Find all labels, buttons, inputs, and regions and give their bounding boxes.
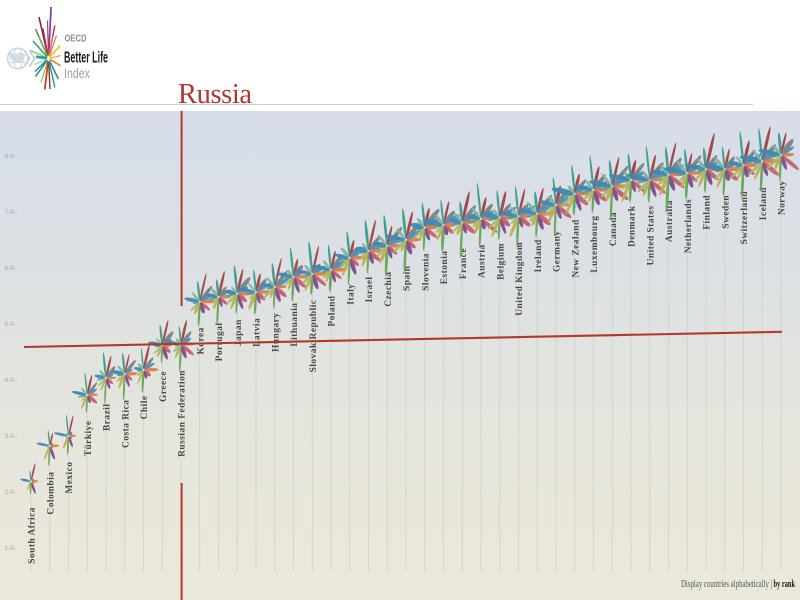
svg-text:Poland: Poland bbox=[328, 295, 338, 326]
svg-text:Belgium: Belgium bbox=[496, 243, 506, 280]
svg-text:Chile: Chile bbox=[140, 396, 150, 420]
svg-text:Denmark: Denmark bbox=[628, 205, 638, 247]
svg-text:5.0–: 5.0– bbox=[5, 321, 18, 328]
svg-text:Luxembourg: Luxembourg bbox=[590, 216, 600, 273]
svg-text:Latvia: Latvia bbox=[253, 318, 263, 347]
svg-text:Japan: Japan bbox=[234, 319, 244, 346]
svg-text:Norway: Norway bbox=[778, 180, 788, 215]
svg-text:France: France bbox=[459, 248, 469, 279]
svg-text:2.0–: 2.0– bbox=[5, 489, 18, 496]
svg-text:Spain: Spain bbox=[403, 265, 413, 291]
svg-text:Ireland: Ireland bbox=[534, 239, 544, 272]
svg-text:Austria: Austria bbox=[478, 244, 488, 278]
svg-text:United States: United States bbox=[646, 206, 656, 266]
svg-text:Italy: Italy bbox=[346, 284, 356, 305]
svg-text:Slovenia: Slovenia bbox=[421, 253, 431, 291]
svg-text:Australia: Australia bbox=[665, 200, 675, 242]
svg-text:Iceland: Iceland bbox=[759, 187, 769, 220]
svg-text:Korea: Korea bbox=[196, 327, 206, 354]
svg-text:Switzerland: Switzerland bbox=[740, 191, 750, 245]
svg-text:7.0–: 7.0– bbox=[5, 209, 18, 216]
svg-text:6.0–: 6.0– bbox=[5, 265, 18, 272]
svg-text:Israel: Israel bbox=[365, 277, 375, 303]
svg-text:Colombia: Colombia bbox=[46, 472, 56, 515]
svg-text:Display countries alphabetical: Display countries alphabetically | bbox=[681, 579, 772, 590]
svg-text:Lithuania: Lithuania bbox=[290, 303, 300, 347]
svg-text:Greece: Greece bbox=[159, 371, 169, 402]
svg-text:Russian Federation: Russian Federation bbox=[178, 370, 188, 457]
svg-text:Estonia: Estonia bbox=[440, 251, 450, 285]
svg-text:3.0–: 3.0– bbox=[5, 433, 18, 440]
svg-text:Germany: Germany bbox=[553, 231, 563, 273]
svg-text:Portugal: Portugal bbox=[215, 323, 225, 362]
svg-text:South Africa: South Africa bbox=[28, 507, 38, 564]
svg-text:8.0–: 8.0– bbox=[5, 153, 18, 160]
svg-text:Better Life: Better Life bbox=[64, 50, 108, 67]
svg-text:Index: Index bbox=[64, 66, 90, 82]
svg-text:Brazil: Brazil bbox=[103, 404, 113, 431]
svg-text:Hungary: Hungary bbox=[271, 313, 281, 352]
svg-text:United Kingdom: United Kingdom bbox=[515, 242, 525, 316]
svg-text:Netherlands: Netherlands bbox=[684, 199, 694, 253]
svg-text:4.0–: 4.0– bbox=[5, 377, 18, 384]
svg-text:Slovak Republic: Slovak Republic bbox=[309, 300, 319, 373]
svg-text:New Zealand: New Zealand bbox=[571, 219, 581, 278]
svg-text:by rank: by rank bbox=[774, 579, 796, 590]
svg-text:Sweden: Sweden bbox=[721, 195, 731, 229]
svg-text:1.0–: 1.0– bbox=[5, 545, 18, 552]
svg-text:Czechia: Czechia bbox=[384, 272, 394, 307]
svg-text:Canada: Canada bbox=[609, 212, 619, 246]
svg-text:Finland: Finland bbox=[703, 195, 713, 230]
svg-text:Mexico: Mexico bbox=[65, 462, 75, 494]
svg-text:Costa Rica: Costa Rica bbox=[121, 400, 131, 448]
svg-text:Türkiye: Türkiye bbox=[84, 421, 94, 457]
svg-text:OECD: OECD bbox=[65, 33, 87, 45]
